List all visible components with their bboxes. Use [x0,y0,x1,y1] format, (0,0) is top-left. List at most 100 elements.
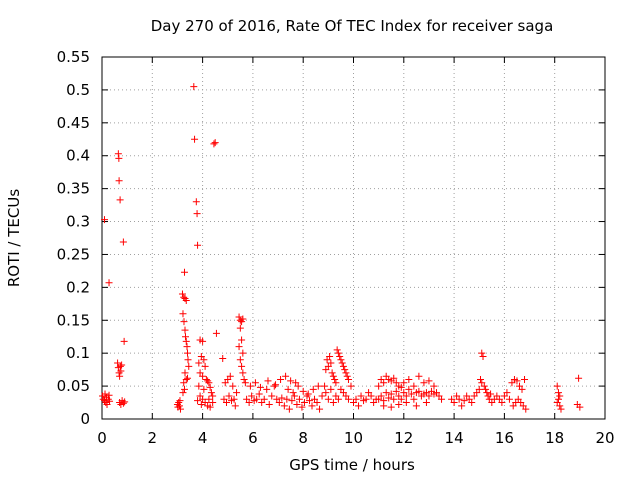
data-point-marker [277,376,285,384]
data-point-marker [397,383,405,391]
data-point-marker [211,139,219,147]
data-point-marker [410,395,418,403]
y-tick-label: 0.45 [57,114,90,132]
data-point-marker [324,395,332,403]
x-tick-label: 20 [595,429,614,447]
data-point-marker [190,83,198,91]
data-point-marker [375,382,383,390]
data-point-marker [230,395,238,403]
data-point-marker [231,402,239,410]
data-point-marker [316,405,324,413]
data-point-marker [505,395,513,403]
data-point-marker [293,401,301,409]
data-point-marker [101,390,109,398]
data-point-marker [245,399,253,407]
data-point-marker [397,395,405,403]
data-point-marker [357,392,365,400]
data-point-marker [264,377,272,385]
data-point-marker [402,399,410,407]
data-point-marker [328,369,336,377]
data-point-marker [209,392,217,400]
data-point-marker [239,369,247,377]
data-point-marker [236,356,244,364]
x-tick-label: 16 [495,429,514,447]
data-point-marker [362,395,370,403]
data-point-marker [272,381,280,389]
data-point-marker [503,389,511,397]
data-point-marker [251,379,259,387]
data-point-marker [380,379,388,387]
data-point-marker [195,382,203,390]
data-point-marker [355,402,363,410]
data-point-marker [255,390,263,398]
data-point-marker [116,372,124,380]
data-point-marker [390,374,398,382]
data-point-marker [179,389,187,397]
data-point-marker [180,385,188,393]
y-tick-label: 0.35 [57,180,90,198]
data-point-marker [290,392,298,400]
data-point-marker [185,362,193,370]
data-point-marker [415,372,423,380]
data-point-marker [487,390,495,398]
data-point-marker [344,376,352,384]
data-point-marker [119,399,127,407]
data-point-marker [387,390,395,398]
data-point-marker [309,385,317,393]
data-point-marker [299,387,307,395]
data-point-marker [402,392,410,400]
data-point-marker [300,399,308,407]
data-point-marker [422,399,430,407]
data-point-marker [282,372,290,380]
y-tick-label: 0 [80,410,90,428]
data-point-marker [483,389,491,397]
data-point-marker [321,382,329,390]
data-point-marker [105,391,113,399]
data-point-marker [352,395,360,403]
data-point-marker [479,352,487,360]
data-point-marker [200,385,208,393]
y-tick-label: 0.1 [66,344,90,362]
data-point-marker [337,356,345,364]
data-point-marker [235,313,243,321]
data-point-marker [395,401,403,409]
data-point-marker [513,377,521,385]
y-tick-labels: 0 0.05 0.1 0.15 0.2 0.25 0.3 0.35 0.4 0.45 0.5 0.55 [57,48,90,428]
data-point-marker [326,352,334,360]
data-point-marker [180,379,188,387]
data-point-marker [240,376,248,384]
data-point-marker [192,198,200,206]
data-point-marker [304,390,312,398]
data-point-marker [175,402,183,410]
data-point-marker [430,382,438,390]
data-point-marker [225,392,233,400]
data-point-marker [275,399,283,407]
x-tick-label: 4 [198,429,208,447]
x-tick-label: 14 [445,429,464,447]
data-point-marker [329,372,337,380]
data-point-marker [322,389,330,397]
x-axis-title: GPS time / hours [289,456,415,474]
data-point-marker [209,399,217,407]
data-point-marker [265,401,273,409]
data-point-marker [576,403,584,411]
data-point-marker [329,399,337,407]
data-point-marker [222,399,230,407]
data-point-marker [412,402,420,410]
data-point-marker [288,397,296,405]
y-tick-label: 0.05 [57,377,90,395]
data-point-marker [334,395,342,403]
data-point-marker [260,395,268,403]
data-point-marker [241,379,249,387]
data-point-marker [405,376,413,384]
data-point-marker [425,377,433,385]
data-point-marker [197,401,205,409]
data-point-marker [219,354,227,362]
data-point-marker [387,403,395,411]
data-point-marker [450,399,458,407]
data-point-marker [246,382,254,390]
data-point-marker [206,403,214,411]
data-point-marker [498,399,506,407]
y-tick-label: 0.3 [66,213,90,231]
data-point-marker [194,241,202,249]
